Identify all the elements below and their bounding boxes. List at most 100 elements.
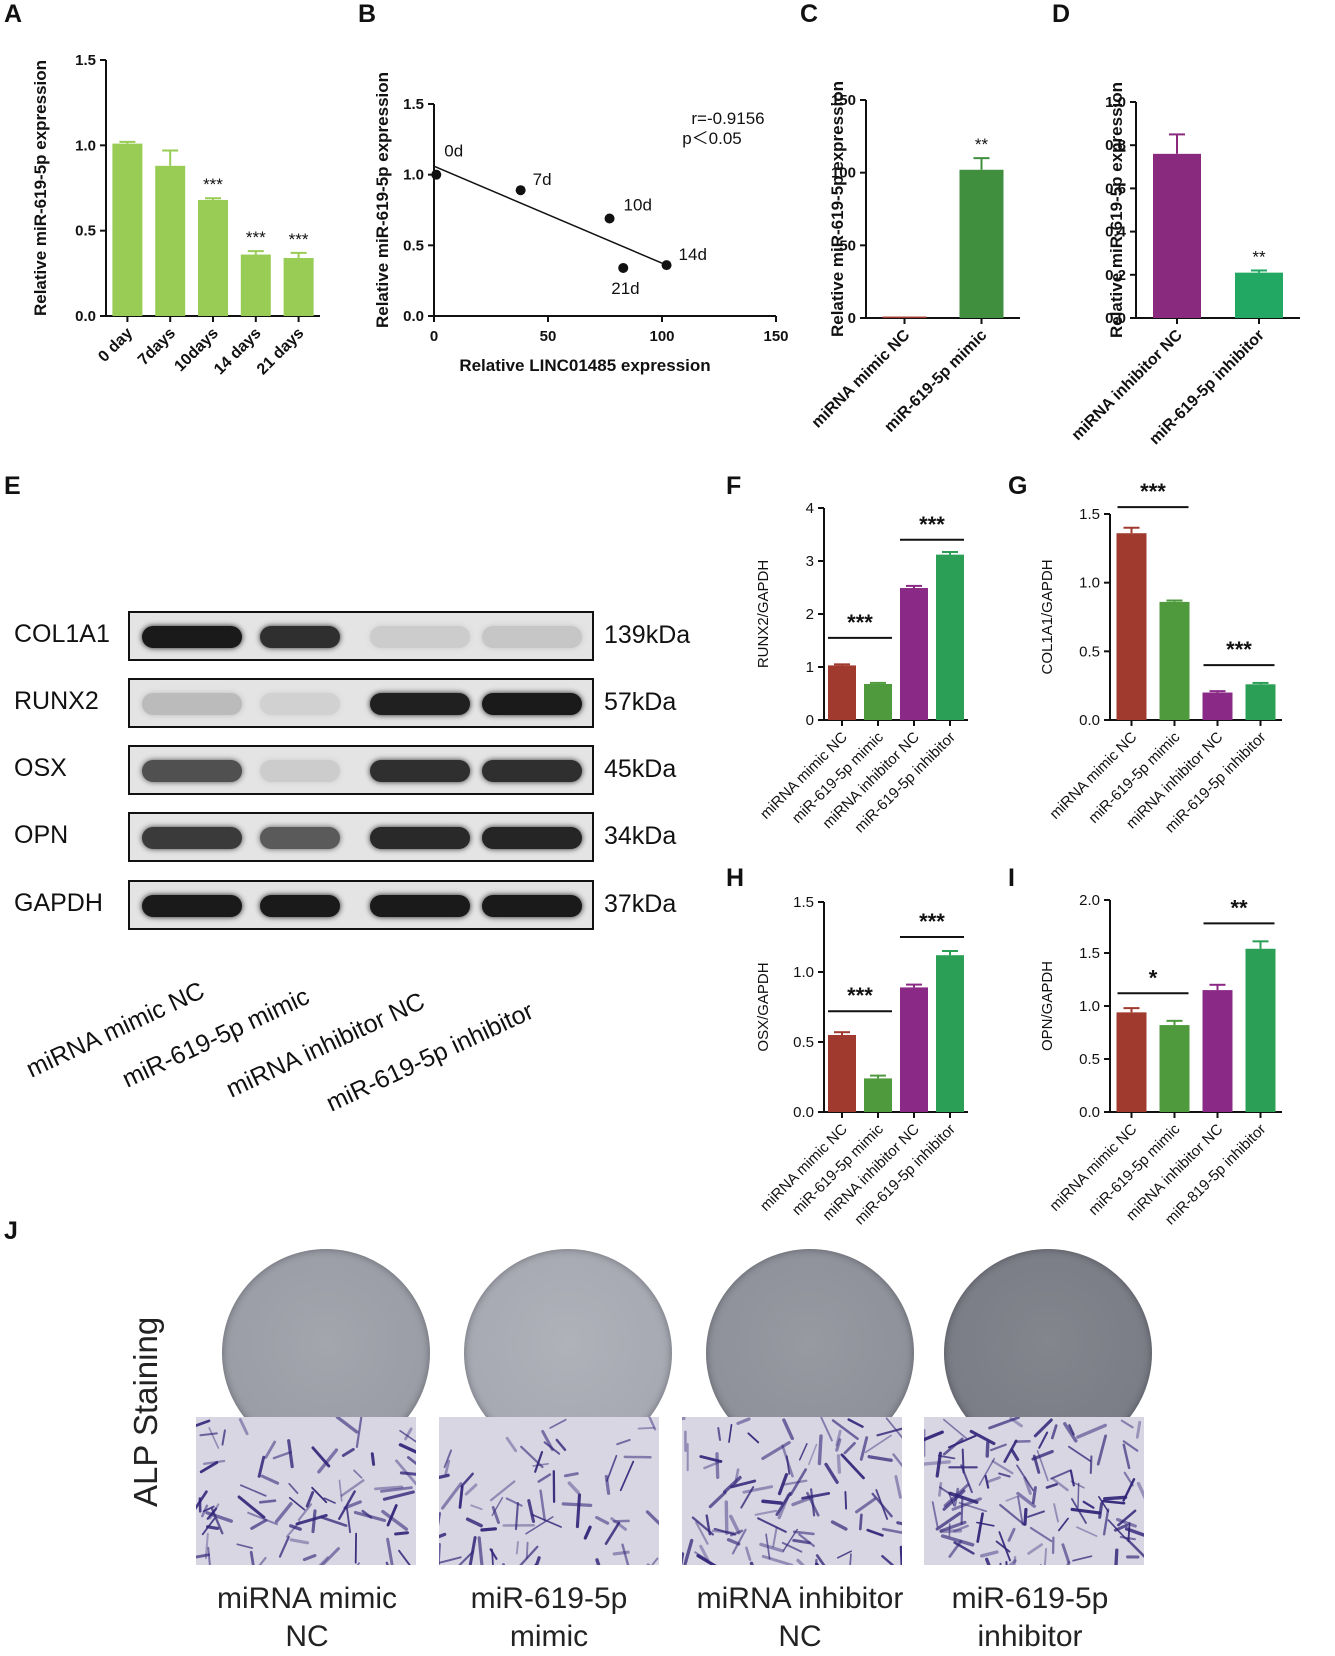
chart-i-ytick-label: 1.5	[1079, 945, 1100, 962]
chart-g-ytick-label: 1.0	[1079, 575, 1100, 592]
chart-b-annotation-r: r=-0.9156	[691, 109, 764, 128]
chart-b-ytick-label: 1.0	[403, 167, 424, 184]
blot-band	[370, 693, 470, 715]
chart-h-ytick-label: 0.0	[793, 1104, 814, 1121]
chart-a-bar	[198, 200, 228, 316]
chart-h-bar	[864, 1078, 892, 1112]
chart-a-significance: ***	[246, 228, 266, 247]
chart-d-bar	[1235, 273, 1283, 318]
chart-h-ylabel: OSX/GAPDH	[755, 962, 772, 1051]
blot-protein-label: COL1A1	[14, 620, 118, 649]
chart-b-point	[516, 185, 526, 195]
blot-band	[370, 626, 470, 648]
alp-micrograph-image	[439, 1417, 659, 1565]
chart-b-point-label: 14d	[679, 245, 707, 264]
chart-a-ylabel: Relative miR-619-5p expression	[31, 60, 50, 316]
blot-row-gapdh	[128, 880, 594, 930]
chart-i-bracket-label: **	[1230, 895, 1248, 920]
blot-row-opn	[128, 812, 594, 862]
chart-f-ytick-label: 1	[806, 659, 814, 676]
blot-band	[260, 895, 340, 917]
blot-band	[142, 626, 242, 648]
chart-f-ylabel: RUNX2/GAPDH	[755, 560, 772, 668]
alp-caption: miRNA mimic NC	[187, 1580, 427, 1656]
chart-i-bar	[1160, 1025, 1190, 1112]
chart-a-bar	[112, 144, 142, 316]
blot-kda-label: 139kDa	[604, 621, 690, 650]
chart-a-ytick-label: 1.0	[75, 137, 96, 154]
chart-g-bracket-label: ***	[1140, 479, 1166, 504]
chart-f-ytick-label: 4	[806, 500, 814, 517]
chart-i-bar	[1117, 1012, 1147, 1112]
chart-b-ylabel: Relative miR-619-5p expression	[373, 72, 392, 328]
chart-h-bar	[900, 987, 928, 1112]
chart-g-bar	[1246, 684, 1276, 720]
blot-kda-label: 37kDa	[604, 890, 676, 919]
chart-i-bar	[1203, 990, 1233, 1112]
chart-b-xtick-label: 0	[430, 328, 438, 345]
chart-d-significance: **	[1252, 247, 1266, 266]
blot-protein-label: OSX	[14, 754, 118, 783]
chart-g-ytick-label: 0.5	[1079, 643, 1100, 660]
blot-kda-label: 57kDa	[604, 688, 676, 717]
alp-micrograph-image	[196, 1417, 416, 1565]
blot-band	[370, 895, 470, 917]
alp-micrograph-image	[682, 1417, 902, 1565]
chart-a-bar	[241, 255, 271, 316]
chart-b-point	[605, 213, 615, 223]
chart-i-ytick-label: 1.0	[1079, 998, 1100, 1015]
chart-g-ytick-label: 0.0	[1079, 712, 1100, 729]
blot-protein-label: GAPDH	[14, 889, 118, 918]
chart-c-bar	[960, 170, 1004, 318]
chart-b-point	[618, 263, 628, 273]
chart-b-point-label: 10d	[624, 195, 652, 214]
chart-h-bracket-label: ***	[847, 983, 873, 1008]
chart-a-ytick-label: 0.5	[75, 223, 96, 240]
blot-protein-label: OPN	[14, 821, 118, 850]
chart-g-bar	[1117, 533, 1147, 720]
chart-h-ytick-label: 1.5	[793, 894, 814, 911]
chart-i-bar	[1246, 949, 1276, 1112]
blot-band	[482, 827, 582, 849]
chart-a-category-label: 21 days	[254, 325, 308, 379]
chart-g-bracket-label: ***	[1226, 637, 1252, 662]
chart-i-ytick-label: 0.5	[1079, 1051, 1100, 1068]
blot-band	[260, 760, 340, 782]
blot-row-osx	[128, 745, 594, 795]
chart-h-ytick-label: 1.0	[793, 964, 814, 981]
chart-b-ytick-label: 0.5	[403, 237, 424, 254]
chart-c-significance: **	[975, 135, 989, 154]
chart-i-bracket-label: *	[1149, 965, 1158, 990]
alp-micrograph-image	[924, 1417, 1144, 1565]
chart-b-xtick-label: 50	[540, 328, 557, 345]
blot-band	[142, 760, 242, 782]
chart-b-point-label: 0d	[444, 142, 463, 161]
alp-caption: miRNA inhibitor NC	[680, 1580, 920, 1656]
blot-band	[370, 827, 470, 849]
chart-h-bar	[828, 1035, 856, 1112]
chart-i-ylabel: OPN/GAPDH	[1039, 961, 1056, 1051]
alp-caption: miR-619-5p inhibitor	[910, 1580, 1150, 1656]
chart-h-bar	[936, 955, 964, 1112]
blot-kda-label: 34kDa	[604, 822, 676, 851]
blot-band	[142, 693, 242, 715]
chart-b-point-label: 7d	[533, 170, 552, 189]
chart-a-significance: ***	[289, 230, 309, 249]
chart-b-annotation-p: p＜0.05	[682, 129, 742, 148]
blot-band	[260, 693, 340, 715]
chart-g-bar	[1160, 602, 1190, 720]
alp-staining-label: ALP Staining	[127, 1317, 165, 1507]
chart-b-ytick-label: 0.0	[403, 308, 424, 325]
blot-band	[260, 827, 340, 849]
chart-h-bracket-label: ***	[919, 909, 945, 934]
blot-band	[142, 895, 242, 917]
chart-b-xtick-label: 150	[763, 328, 788, 345]
chart-g-ytick-label: 1.5	[1079, 506, 1100, 523]
chart-b-xlabel: Relative LINC01485 expression	[459, 356, 710, 375]
chart-b-ytick-label: 1.5	[403, 96, 424, 113]
chart-a-bar	[155, 166, 185, 316]
chart-c-ytick-label: 0	[848, 310, 856, 327]
chart-i-ytick-label: 0.0	[1079, 1104, 1100, 1121]
chart-f-ytick-label: 0	[806, 712, 814, 729]
blot-kda-label: 45kDa	[604, 755, 676, 784]
